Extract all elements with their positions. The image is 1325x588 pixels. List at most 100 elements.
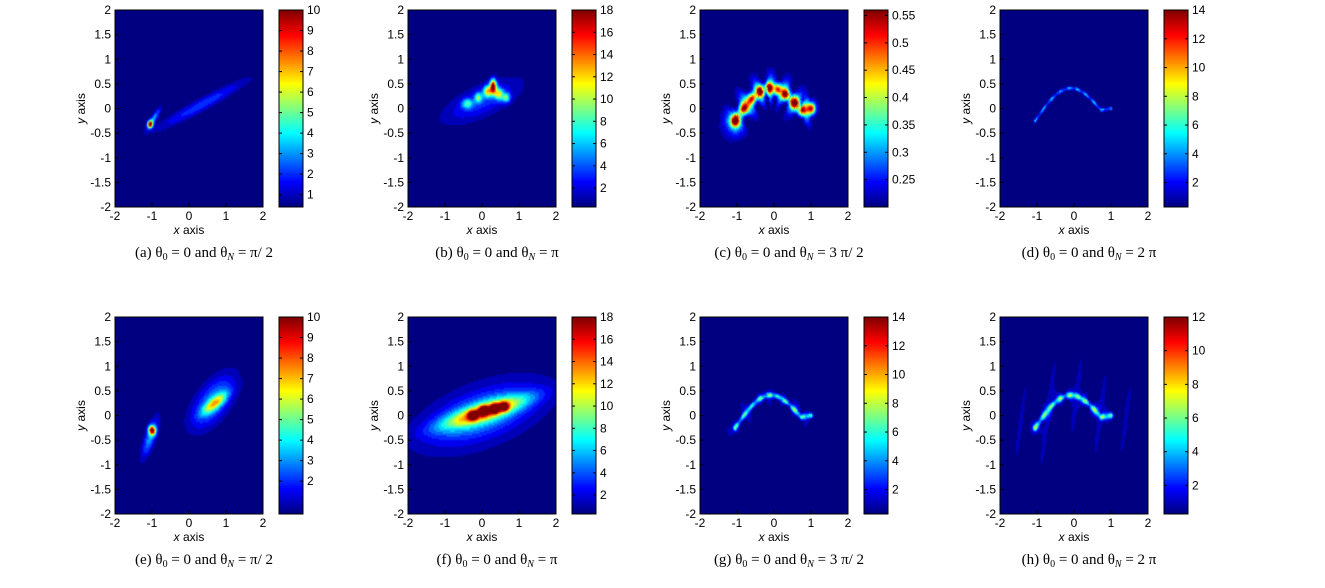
x-tick-label: 0 (771, 516, 778, 530)
colorbar-tick-label: 18 (600, 310, 614, 324)
x-tick-label: 1 (808, 516, 815, 530)
y-tick-label: 2 (104, 3, 111, 17)
colorbar-tick-label: 8 (307, 351, 314, 365)
y-tick-label: 1.5 (979, 335, 996, 349)
x-tick-label: 1 (223, 209, 230, 223)
panel-caption: (f) θ0 = 0 and θN = π (437, 552, 558, 570)
colorbar-frame (571, 316, 597, 515)
x-tick-label: 2 (845, 516, 852, 530)
colorbar-tick-label: 14 (600, 355, 614, 369)
y-tick-label: -1 (685, 458, 696, 472)
x-axis-label: x axis (758, 530, 790, 544)
colorbar-tick-label: 8 (1192, 377, 1199, 391)
colorbar-tick-label: 16 (600, 25, 614, 39)
colorbar-tick-label: 2 (1192, 176, 1199, 190)
colorbar-frame (1163, 316, 1189, 515)
y-tick-label: 2 (689, 3, 696, 17)
colorbar-tick-label: 10 (892, 368, 906, 382)
y-tick-label: 2 (989, 3, 996, 17)
y-tick-label: -1 (100, 458, 111, 472)
y-tick-label: 0 (397, 102, 404, 116)
heatmap-image (115, 317, 263, 514)
colorbar-tick-label: 5 (307, 106, 314, 120)
heatmap-image (700, 317, 848, 514)
colorbar-tick-label: 10 (600, 399, 614, 413)
x-tick-label: 1 (1108, 209, 1115, 223)
y-axis-label: y axis (659, 93, 673, 125)
x-tick-label: 2 (553, 516, 560, 530)
y-axis-label: y axis (959, 93, 973, 125)
y-tick-label: 2 (104, 310, 111, 324)
colorbar-tick-label: 0.55 (892, 8, 916, 22)
colorbar-tick-label: 0.3 (892, 145, 909, 159)
y-tick-label: 0.5 (979, 77, 996, 91)
y-tick-label: 1.5 (94, 335, 111, 349)
colorbar (572, 317, 596, 514)
colorbar-tick-label: 6 (1192, 411, 1199, 425)
y-tick-label: 0.5 (94, 77, 111, 91)
colorbar-frame (1163, 9, 1189, 208)
x-tick-label: 1 (808, 209, 815, 223)
colorbar (279, 317, 303, 514)
y-tick-label: 0.5 (94, 384, 111, 398)
colorbar-tick-label: 7 (307, 65, 314, 79)
x-tick-label: 2 (260, 209, 267, 223)
panel-e: -2 -1 0 1 2 -2 -1.5 -1 -0.5 0 0.5 1 1.5 2 x axis y axis… (74, 310, 321, 570)
colorbar (1164, 10, 1188, 207)
x-axis-label: x axis (758, 223, 790, 237)
panel-caption: (g) θ0 = 0 and θN = 3 π/ 2 (714, 552, 864, 570)
colorbar-tick-label: 6 (307, 392, 314, 406)
y-axis-label: y axis (367, 400, 381, 432)
colorbar-tick-label: 14 (892, 310, 906, 324)
x-tick-label: -1 (732, 516, 743, 530)
colorbar-tick-label: 4 (1192, 445, 1199, 459)
x-axis-label: x axis (173, 223, 205, 237)
colorbar-frame (571, 9, 597, 208)
y-tick-label: -2 (100, 507, 111, 521)
y-tick-label: -1 (100, 151, 111, 165)
x-axis-label: x axis (466, 530, 498, 544)
x-tick-label: 0 (186, 516, 193, 530)
x-tick-label: -2 (995, 209, 1006, 223)
colorbar-tick-label: 14 (600, 48, 614, 62)
x-tick-label: 1 (516, 516, 523, 530)
colorbar-tick-label: 6 (600, 444, 607, 458)
x-tick-label: -1 (440, 516, 451, 530)
panel-caption: (b) θ0 = 0 and θN = π (435, 245, 559, 263)
y-tick-label: 0.5 (387, 384, 404, 398)
x-tick-label: 0 (1071, 209, 1078, 223)
colorbar-tick-label: 18 (600, 3, 614, 17)
colorbar-tick-label: 6 (892, 425, 899, 439)
x-tick-label: 0 (1071, 516, 1078, 530)
colorbar (864, 10, 888, 207)
y-tick-label: 2 (989, 310, 996, 324)
heatmap-image (700, 10, 848, 207)
y-axis-label: y axis (367, 93, 381, 125)
y-tick-label: 2 (689, 310, 696, 324)
x-tick-label: -1 (732, 209, 743, 223)
y-tick-label: 1.5 (94, 28, 111, 42)
colorbar-frame (863, 9, 889, 208)
panel-c: -2 -1 0 1 2 -2 -1.5 -1 -0.5 0 0.5 1 1.5 2 x axis y axis… (659, 3, 916, 263)
y-tick-label: -2 (393, 507, 404, 521)
colorbar (1164, 317, 1188, 514)
colorbar-tick-label: 0.4 (892, 91, 909, 105)
x-tick-label: 1 (1108, 516, 1115, 530)
colorbar-tick-label: 4 (1192, 147, 1199, 161)
x-tick-label: 2 (1145, 209, 1152, 223)
y-tick-label: -0.5 (383, 433, 404, 447)
y-tick-label: -2 (685, 200, 696, 214)
panel-caption: (a) θ0 = 0 and θN = π/ 2 (135, 245, 273, 263)
colorbar-tick-label: 10 (1192, 61, 1206, 75)
panel-a: -2 -1 0 1 2 -2 -1.5 -1 -0.5 0 0.5 1 1.5 2 x axis y axis… (74, 3, 321, 263)
y-tick-label: -0.5 (675, 126, 696, 140)
colorbar-tick-label: 0.5 (892, 36, 909, 50)
y-tick-label: -1.5 (90, 175, 111, 189)
colorbar-frame (863, 316, 889, 515)
x-tick-label: 2 (1145, 516, 1152, 530)
colorbar-tick-label: 6 (600, 137, 607, 151)
